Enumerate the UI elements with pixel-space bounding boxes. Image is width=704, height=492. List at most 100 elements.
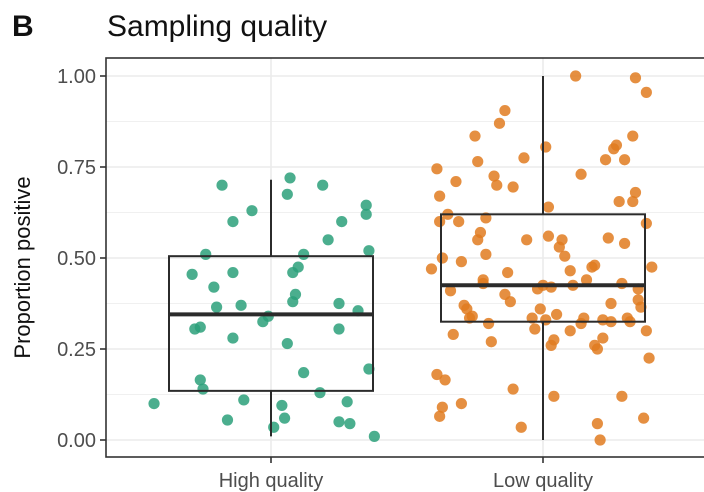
data-point <box>281 188 293 200</box>
data-point <box>436 252 448 264</box>
data-point <box>640 86 652 98</box>
box-high-quality <box>168 179 374 437</box>
data-point <box>431 368 443 381</box>
data-point <box>444 285 457 297</box>
box-low-quality <box>440 76 646 440</box>
data-point <box>298 248 310 260</box>
data-point <box>483 317 495 330</box>
data-point <box>450 175 462 188</box>
x-tick-label: High quality <box>219 470 324 492</box>
data-point <box>591 343 604 355</box>
x-axis-ticks: High quality Low quality <box>219 457 593 492</box>
y-tick-label: 0.75 <box>57 157 96 179</box>
data-point <box>211 301 223 313</box>
data-point <box>594 434 606 446</box>
data-point <box>548 390 560 402</box>
data-point <box>360 208 372 220</box>
data-point <box>493 117 506 129</box>
data-point <box>540 314 552 326</box>
data-point <box>200 248 212 260</box>
data-point <box>208 281 220 293</box>
data-point <box>227 332 239 344</box>
data-point <box>455 398 467 410</box>
data-point <box>453 216 465 228</box>
data-point <box>605 297 617 310</box>
data-point <box>559 250 571 262</box>
data-point <box>597 332 609 344</box>
data-point <box>469 130 481 142</box>
data-point <box>638 412 650 424</box>
data-point <box>194 321 206 333</box>
data-point <box>502 266 514 279</box>
data-point <box>197 383 209 395</box>
data-point <box>564 265 576 277</box>
data-point <box>276 399 288 412</box>
x-tick-label: Low quality <box>493 470 593 492</box>
data-point <box>570 70 582 82</box>
data-point <box>298 367 310 379</box>
data-point <box>551 308 563 321</box>
data-point <box>507 181 519 193</box>
data-point <box>281 337 293 350</box>
data-point <box>227 266 239 279</box>
data-point <box>186 268 198 280</box>
data-point <box>289 288 302 300</box>
data-point <box>434 410 446 422</box>
data-point <box>368 430 380 442</box>
data-point <box>629 186 642 199</box>
data-point <box>246 205 258 217</box>
data-point <box>534 303 546 315</box>
data-point <box>363 245 375 257</box>
data-point <box>474 226 487 239</box>
data-point <box>635 301 647 313</box>
data-point <box>472 155 484 168</box>
data-point <box>610 139 623 151</box>
data-point <box>235 299 247 311</box>
data-point <box>322 234 334 246</box>
data-point <box>616 390 628 402</box>
y-tick-label: 1.00 <box>57 66 96 88</box>
data-point <box>542 201 555 213</box>
data-point <box>491 179 503 191</box>
data-point <box>591 418 604 430</box>
data-point <box>602 232 614 244</box>
data-point <box>227 216 239 228</box>
data-point <box>629 72 642 84</box>
data-point <box>436 401 448 413</box>
data-point <box>333 297 345 310</box>
data-point <box>521 234 533 246</box>
data-point <box>292 261 304 273</box>
data-point <box>485 336 497 348</box>
data-point <box>540 141 552 153</box>
data-point <box>434 216 446 228</box>
data-point <box>148 398 160 410</box>
data-point <box>439 374 451 386</box>
data-point <box>466 310 478 322</box>
data-point <box>646 261 658 273</box>
data-point <box>507 383 519 395</box>
data-point <box>216 179 228 191</box>
panel-letter: B <box>12 10 34 43</box>
data-point <box>542 230 555 242</box>
data-point <box>336 216 348 228</box>
y-axis-title: Proportion positive <box>10 176 35 358</box>
data-point <box>333 416 345 428</box>
data-point <box>480 248 492 260</box>
data-point <box>556 234 568 246</box>
y-tick-label: 0.25 <box>57 339 96 361</box>
data-point <box>194 374 206 386</box>
data-point <box>284 172 296 184</box>
data-point <box>640 325 652 337</box>
iqr-box <box>168 255 374 392</box>
data-point <box>640 217 652 230</box>
data-point <box>575 168 587 180</box>
data-point <box>643 352 655 364</box>
data-point <box>564 325 576 337</box>
data-point <box>425 263 438 275</box>
data-point <box>363 363 375 375</box>
data-point <box>477 274 489 286</box>
data-point <box>599 154 612 166</box>
data-point <box>431 163 443 175</box>
data-point <box>238 394 250 406</box>
